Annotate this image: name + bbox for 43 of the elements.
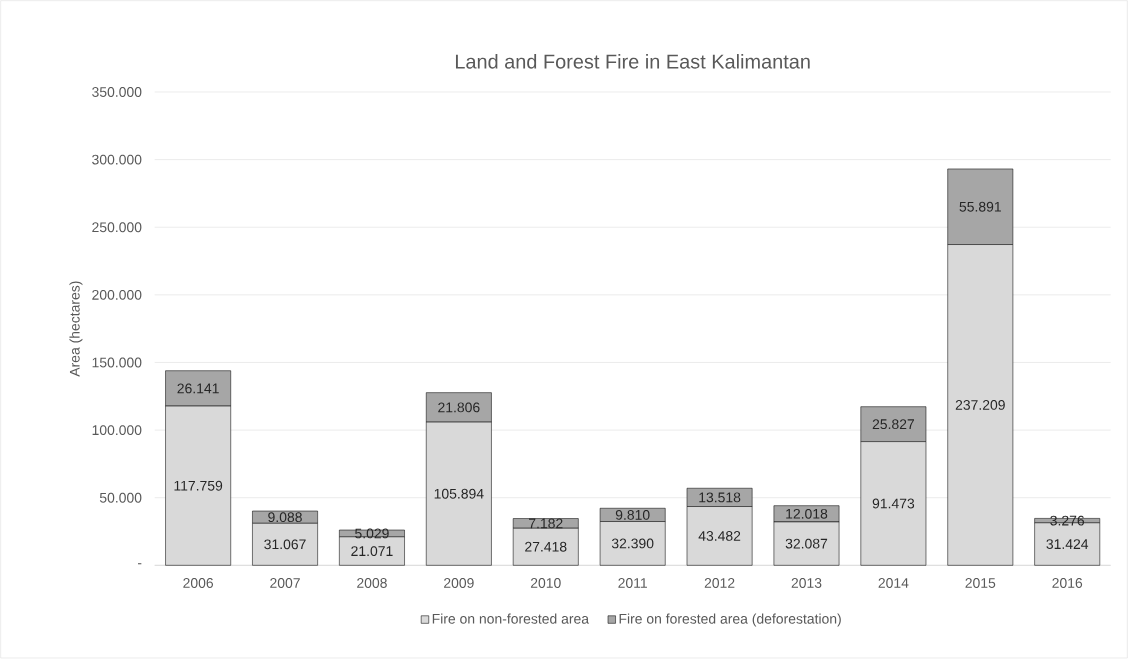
y-tick-label: 300.000 — [92, 154, 142, 165]
data-label: 31.424 — [1046, 539, 1089, 550]
data-label: 105.894 — [434, 488, 484, 499]
data-label: 31.067 — [264, 539, 306, 550]
x-tick-label: 2006 — [183, 578, 214, 589]
data-label: 91.473 — [872, 498, 915, 509]
y-tick-label: 350.000 — [92, 87, 142, 98]
x-tick-label: 2010 — [530, 578, 561, 589]
data-label: 9.810 — [615, 510, 650, 521]
data-label: 25.827 — [872, 419, 915, 430]
x-tick-label: 2014 — [878, 578, 909, 589]
data-label: 21.806 — [438, 402, 480, 413]
data-label: 7.182 — [529, 518, 563, 529]
y-tick-label: 150.000 — [92, 357, 142, 368]
data-label: 13.518 — [699, 492, 741, 503]
data-label: 117.759 — [174, 480, 223, 491]
data-label: 55.891 — [959, 201, 1001, 212]
x-tick-label: 2008 — [357, 578, 387, 589]
y-tick-label: 100.000 — [92, 425, 142, 436]
x-tick-label: 2013 — [791, 578, 822, 589]
y-tick-label: 50.000 — [99, 492, 142, 503]
data-label: 237.209 — [955, 400, 1005, 411]
legend-label: Fire on forested area (deforestation) — [619, 613, 841, 627]
data-label: 32.390 — [611, 538, 654, 549]
y-axis-title: Area (hectares) — [69, 281, 83, 377]
data-label: 27.418 — [525, 542, 567, 552]
data-label: 21.071 — [351, 546, 393, 557]
chart-title: Land and Forest Fire in East Kalimantan — [455, 54, 810, 69]
x-tick-label: 2007 — [270, 578, 300, 589]
x-tick-label: 2011 — [618, 578, 647, 589]
data-label: 12.018 — [786, 509, 828, 519]
y-tick-label: 200.000 — [92, 290, 142, 300]
data-label: 32.087 — [785, 538, 828, 549]
x-tick-label: 2016 — [1052, 578, 1083, 589]
data-label: 9.088 — [268, 512, 302, 523]
y-tick-label: - — [137, 563, 142, 565]
x-tick-label: 2009 — [444, 578, 474, 589]
data-label: 43.482 — [698, 531, 741, 542]
legend-label: Fire on non-forested area — [432, 613, 590, 624]
data-label: 26.141 — [177, 383, 219, 394]
x-tick-label: 2015 — [965, 578, 996, 589]
x-tick-label: 2012 — [704, 578, 735, 589]
y-tick-label: 250.000 — [92, 222, 142, 233]
